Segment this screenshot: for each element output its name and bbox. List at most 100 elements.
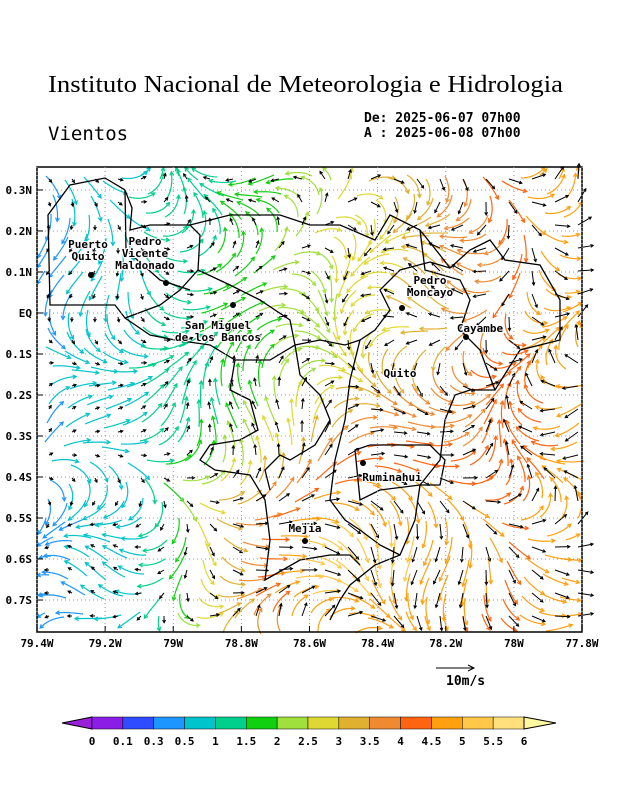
streamline-head [169,458,175,464]
streamline [160,254,187,262]
streamline-head [498,458,504,464]
streamline-head [198,379,204,385]
wind-vector-head [430,285,435,289]
wind-vector [347,523,361,534]
streamline-head [523,383,529,389]
wind-vector-head [67,523,72,527]
streamline-head [397,521,403,527]
wind-vector [531,173,546,180]
streamline [477,256,504,266]
streamline [355,457,383,463]
streamline [127,462,150,480]
wind-vector [163,477,170,482]
streamline [464,408,486,428]
streamline-head [242,276,248,282]
wind-vector [301,546,317,550]
wind-vector [577,304,588,318]
streamline [523,576,545,595]
streamline [371,579,386,605]
wind-vector [554,326,563,341]
wind-vector-head [518,493,523,497]
streamline-head [530,440,536,446]
wind-vector [505,441,510,456]
streamline [143,539,168,552]
streamline-head [52,255,58,261]
streamline [94,614,122,620]
place-label: Maldonado [115,259,175,272]
streamline [310,415,318,443]
wind-vector [548,349,556,364]
streamline-head [357,257,363,263]
wind-vector [275,421,280,433]
wind-vector-head [69,226,74,231]
streamline [274,580,300,594]
streamline [525,557,549,574]
streamline [255,228,263,255]
streamline-head [277,316,283,322]
streamline [488,195,493,223]
streamline [90,256,105,282]
wind-vector-head [307,270,312,275]
wind-vector-head [162,619,166,624]
streamline-head [63,544,69,550]
streamline-head [384,239,390,244]
streamline [533,425,561,430]
streamline-head [184,329,190,334]
streamline-head [506,492,512,498]
wind-vector-head [47,202,52,207]
streamline-head [439,388,445,394]
streamline-head [454,463,461,469]
streamline [393,212,413,233]
wind-vector-head [439,535,444,540]
wind-vector-head [353,227,358,231]
streamline [545,339,554,366]
streamline [483,399,497,425]
streamline [145,202,170,214]
streamline [482,347,503,365]
streamline-head [402,576,408,583]
streamline-head [129,314,135,320]
streamline-head [231,252,236,258]
streamline-head [367,591,373,597]
streamline-head [223,302,229,308]
wind-vector [531,569,544,580]
wind-vector-head [526,463,531,468]
streamline-head [451,410,457,415]
streamline-head [233,191,240,197]
streamline [520,166,546,179]
wind-vector [278,335,287,341]
streamline-head [202,320,209,325]
streamline-head [74,253,79,259]
streamline-head [69,335,75,341]
wind-vector-head [410,581,415,586]
wind-vector [554,514,567,525]
streamline-head [425,400,431,405]
wind-vector-head [165,271,170,275]
wind-vector-head [413,209,417,214]
streamline [541,316,568,328]
streamline-head [499,383,505,389]
wind-vector-head [251,422,255,427]
streamline [61,581,86,596]
x-tick-label: 79.2W [89,637,122,650]
wind-vector-head [239,549,244,554]
streamline [425,213,451,227]
streamline [348,432,374,444]
streamline [501,349,529,356]
streamline-head [430,366,436,372]
streamline [215,602,241,615]
colorbar-label: 4 [397,735,404,748]
streamline [273,507,300,518]
streamline [316,376,343,386]
streamline-head [350,302,356,308]
streamline-head [519,485,525,491]
streamline-head [448,399,455,405]
wind-vector-head [539,432,544,437]
streamline-head [220,358,225,364]
streamline [331,255,338,283]
wind-vector-head [112,566,117,571]
streamline [143,596,162,619]
wind-vector-head [141,249,145,254]
streamline [128,363,156,369]
streamline [211,416,217,444]
